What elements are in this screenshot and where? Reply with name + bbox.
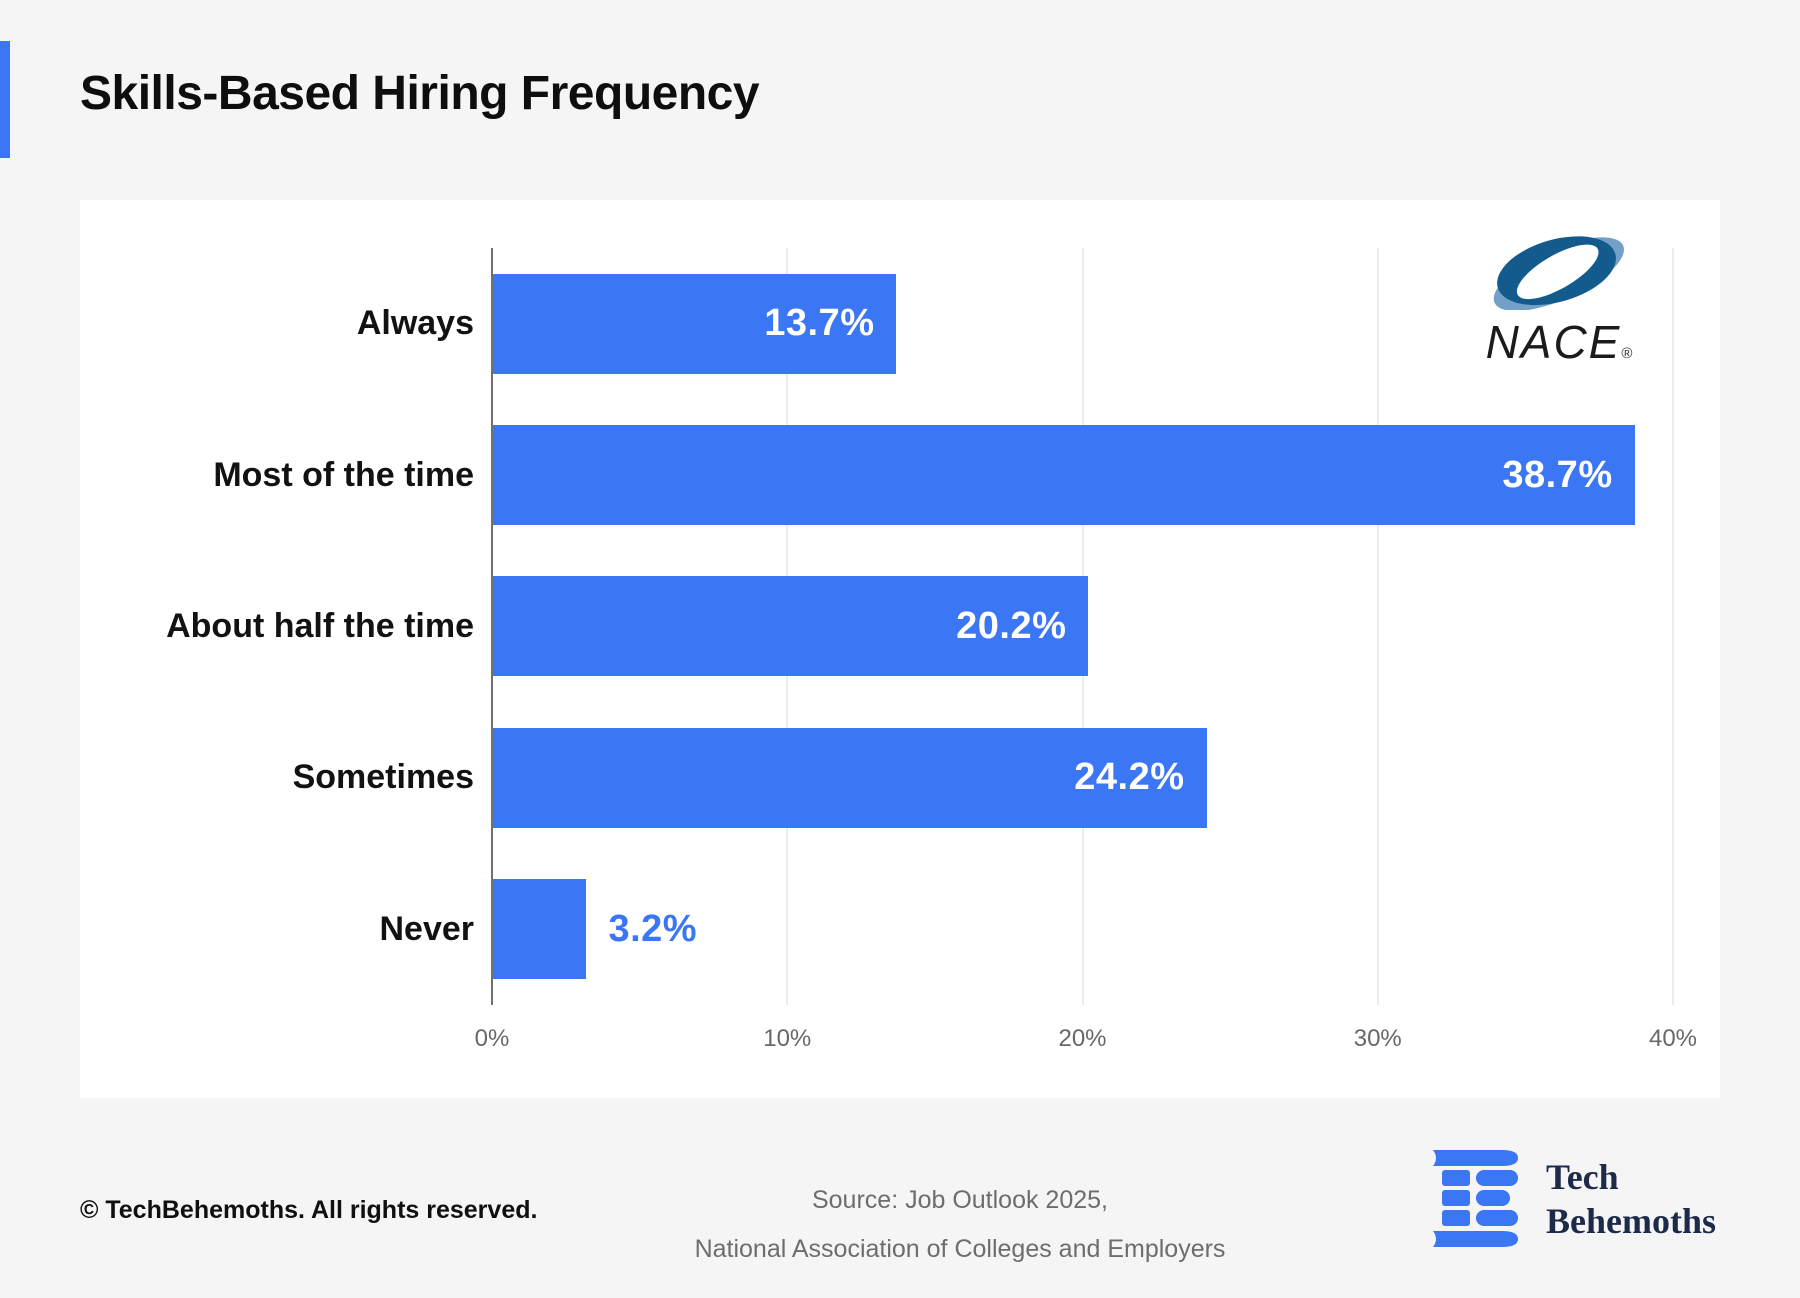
source-line-1: Source: Job Outlook 2025, xyxy=(811,1186,1109,1214)
chart-row: Sometimes 24.2% xyxy=(293,702,1673,853)
x-axis-ticks: 0% 10% 20% 30% 40% xyxy=(475,1005,1697,1065)
category-label: About half the time xyxy=(166,606,474,645)
gridline xyxy=(1672,248,1674,1005)
chart-card: Always 13.7% Most of the time 38.7% About ha… xyxy=(80,200,1720,1098)
source-text: Source: Job Outlook 2025, National Assoc… xyxy=(695,1176,1226,1274)
bar: 24.2% xyxy=(492,727,1207,828)
bar-value-label: 13.7% xyxy=(764,302,875,345)
page-title: Skills-Based Hiring Frequency xyxy=(80,67,760,120)
category-label: Most of the time xyxy=(213,455,474,494)
x-axis-tick: 20% xyxy=(1058,1025,1107,1052)
bar-value-label: 3.2% xyxy=(608,907,698,950)
techbehemoths-wordmark: Tech Behemoths xyxy=(1546,1155,1716,1243)
bar-value-label: 24.2% xyxy=(1074,756,1185,799)
bar-value-label: 20.2% xyxy=(956,604,1067,647)
accent-stripe xyxy=(0,41,10,158)
chart-row: Always 13.7% xyxy=(357,248,1673,399)
brand-line-1: Tech xyxy=(1546,1156,1619,1197)
bar-value-label: 38.7% xyxy=(1502,453,1613,496)
category-label: Never xyxy=(379,909,474,948)
nace-wordmark: NACE® xyxy=(1485,316,1635,368)
plot-area: Always 13.7% Most of the time 38.7% About ha… xyxy=(166,248,1697,1052)
gridline xyxy=(1376,248,1379,1005)
chart-row: About half the time 20.2% xyxy=(166,551,1673,702)
chart-row: Most of the time 38.7% xyxy=(213,399,1673,550)
x-axis-tick: 30% xyxy=(1353,1025,1402,1052)
x-axis-tick: 0% xyxy=(474,1025,510,1052)
nace-logo: NACE® xyxy=(1470,236,1650,369)
category-label: Always xyxy=(356,304,474,343)
x-axis-tick: 40% xyxy=(1648,1025,1698,1052)
bar: 13.7% xyxy=(492,273,897,374)
bar: 20.2% xyxy=(492,576,1089,677)
copyright-text: © TechBehemoths. All rights reserved. xyxy=(80,1196,538,1224)
x-axis-tick: 10% xyxy=(763,1025,812,1052)
bar: 38.7% xyxy=(492,425,1635,526)
nace-swirl-icon xyxy=(1493,236,1624,311)
bar-rows: Always 13.7% Most of the time 38.7% About ha… xyxy=(166,248,1673,1005)
chart-row: Never 3.2% xyxy=(379,854,1673,1005)
y-axis-line xyxy=(491,248,493,1005)
techbehemoths-logo-icon xyxy=(1433,1150,1518,1247)
source-line-2: National Association of Colleges and Emp… xyxy=(694,1235,1226,1263)
registered-mark: ® xyxy=(1621,345,1635,362)
category-label: Sometimes xyxy=(292,758,474,797)
brand-line-2: Behemoths xyxy=(1546,1200,1716,1241)
techbehemoths-logo: Tech Behemoths xyxy=(1430,1150,1716,1247)
bar xyxy=(492,879,587,980)
